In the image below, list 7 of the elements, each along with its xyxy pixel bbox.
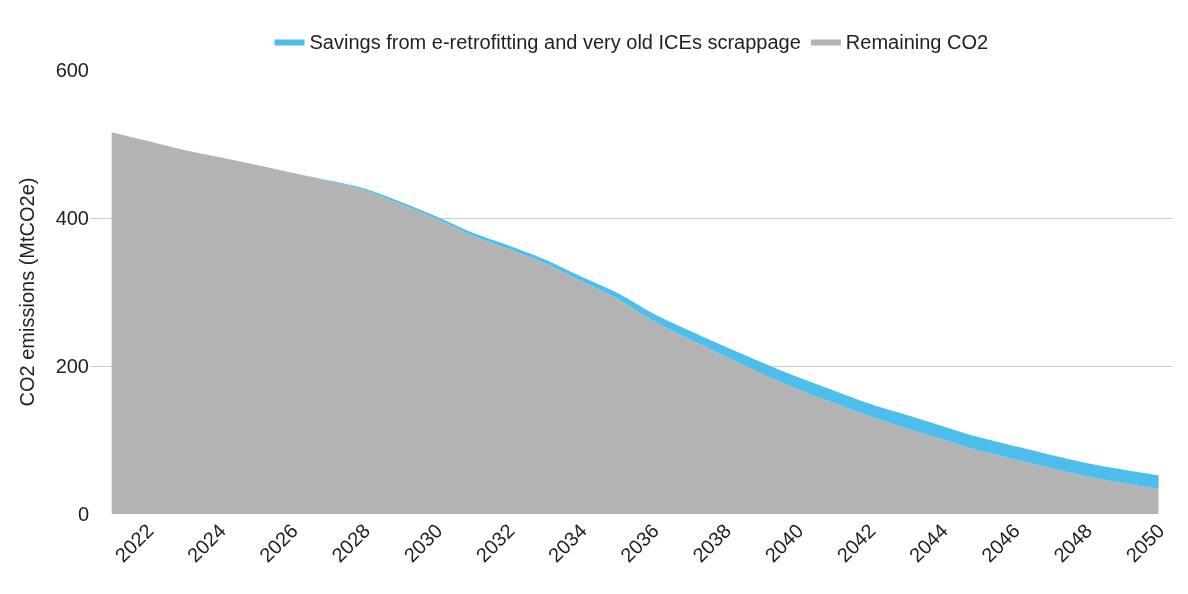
legend-label: Savings from e-retrofitting and very old ICEs scrappage [309, 31, 801, 54]
y-tick-label: 600 [55, 59, 89, 81]
y-tick-label: 0 [77, 503, 89, 525]
y-tick-label: 400 [55, 207, 89, 229]
y-tick-label: 200 [55, 355, 89, 377]
y-axis-title: CO2 emissions (MtCO2e) [16, 177, 39, 407]
legend-label: Remaining CO2 [845, 31, 989, 54]
